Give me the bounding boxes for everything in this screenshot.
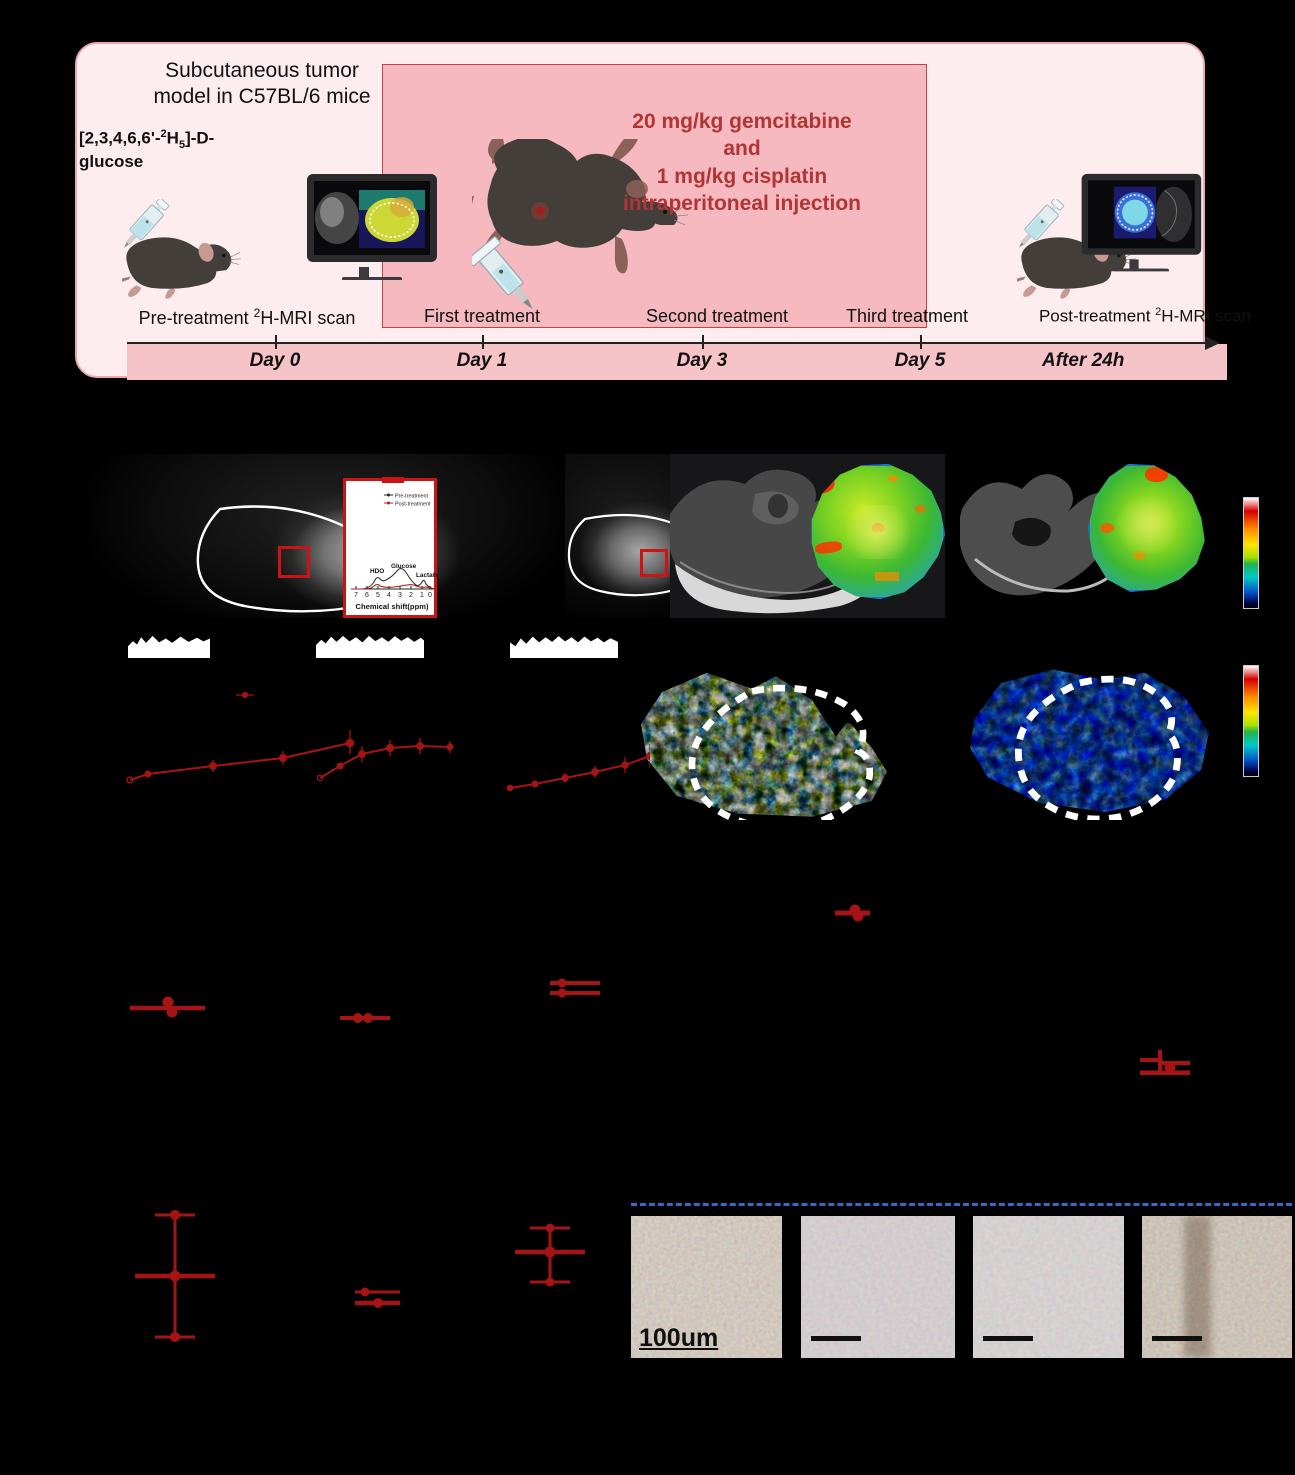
svg-text:0: 0 (428, 592, 432, 599)
svg-text:Chemical shift(ppm): Chemical shift(ppm) (356, 602, 429, 611)
svg-text:Pre-treatment: Pre-treatment (395, 493, 428, 499)
svg-text:2: 2 (409, 592, 413, 599)
svg-text:1: 1 (420, 592, 424, 599)
svg-text:4: 4 (387, 592, 391, 599)
svg-text:5: 5 (376, 592, 380, 599)
svg-text:Lactate: Lactate (416, 572, 439, 579)
svg-text:Post-treatment: Post-treatment (395, 501, 431, 507)
svg-text:Glucose: Glucose (391, 563, 417, 570)
svg-text:6: 6 (365, 592, 369, 599)
svg-text:3: 3 (398, 592, 402, 599)
svg-text:7: 7 (354, 592, 358, 599)
svg-text:HDO: HDO (370, 568, 384, 575)
